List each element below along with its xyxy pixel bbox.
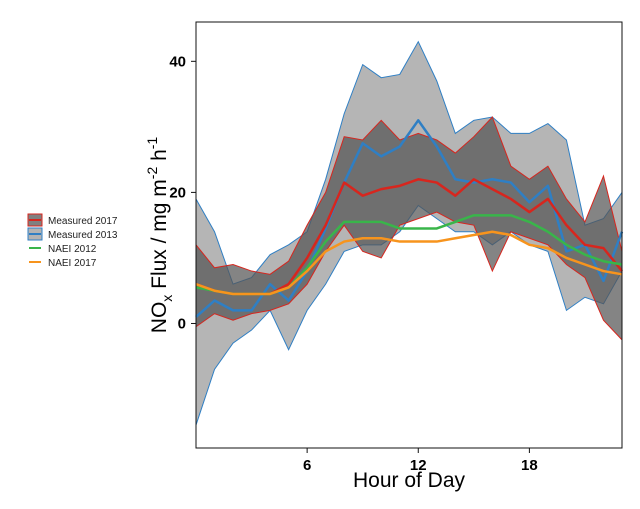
band-measured-2013 xyxy=(196,41,622,426)
y-tick-label-0: 0 xyxy=(178,315,186,332)
y-tick-label-20: 20 xyxy=(169,184,186,201)
plot-frame xyxy=(195,21,623,449)
y-axis-title: NOx Flux / mg m-2 h-1 xyxy=(144,137,175,334)
x-tick-label-18: 18 xyxy=(521,457,538,474)
y-axis-title-sup1: -2 xyxy=(144,167,160,180)
legend-label-naei-2012: NAEI 2012 xyxy=(48,244,97,255)
y-axis-title-mid: Flux / mg m xyxy=(148,179,171,295)
confidence-bands xyxy=(195,40,623,426)
line-measured-2013 xyxy=(195,119,624,318)
line-naei-2017 xyxy=(195,230,623,296)
legend-label-naei-2017: NAEI 2017 xyxy=(48,258,97,269)
y-axis-title-prefix: NO xyxy=(148,302,171,334)
x-tick-label-6: 6 xyxy=(303,457,311,474)
x-axis: 6 12 18 xyxy=(303,448,538,474)
y-axis-title-sub: x xyxy=(159,295,175,302)
x-tick-label-12: 12 xyxy=(410,457,427,474)
legend-label-measured-2017: Measured 2017 xyxy=(48,216,118,227)
band-upper-edge-measured-2013 xyxy=(195,40,623,285)
band-lower-edge-measured-2017 xyxy=(195,211,623,341)
y-axis-title-mid2: h xyxy=(148,149,171,167)
x-axis-title: Hour of Day xyxy=(353,469,466,492)
legend: Measured 2017 Measured 2013 NAEI 2012 NAEI … xyxy=(27,213,118,269)
band-upper-edge-measured-2017 xyxy=(195,116,623,275)
y-axis: 0 20 40 xyxy=(169,53,196,332)
y-tick-label-40: 40 xyxy=(169,53,186,70)
y-axis-title-sup2: -1 xyxy=(144,137,160,150)
series-lines xyxy=(195,119,624,318)
band-measured-2017 xyxy=(196,117,622,340)
legend-label-measured-2013: Measured 2013 xyxy=(48,230,118,241)
